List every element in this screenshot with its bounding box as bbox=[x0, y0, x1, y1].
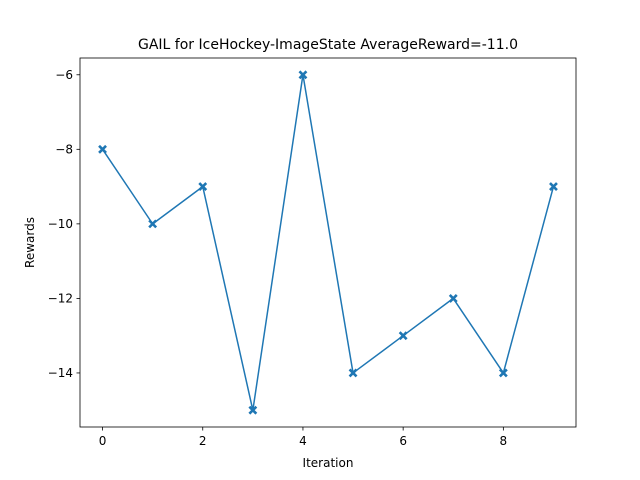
data-point bbox=[248, 405, 258, 415]
y-tick-label: −14 bbox=[48, 366, 73, 380]
data-point bbox=[498, 368, 508, 378]
x-tick-label: 4 bbox=[299, 434, 307, 448]
series-layer bbox=[98, 70, 558, 415]
axis-ticks: 0 2 4 6 8 −14 −12 −10 −8 −6 bbox=[48, 68, 508, 448]
data-point bbox=[98, 144, 107, 154]
data-point bbox=[348, 368, 358, 378]
series-line bbox=[101, 74, 555, 411]
x-tick-label: 0 bbox=[99, 434, 107, 448]
x-axis-label: Iteration bbox=[303, 456, 354, 470]
plot-area bbox=[80, 58, 576, 427]
y-tick-label: −12 bbox=[48, 291, 73, 305]
y-tick-label: −6 bbox=[55, 68, 73, 82]
data-point bbox=[198, 182, 208, 192]
data-point bbox=[448, 293, 458, 303]
chart-title: GAIL for IceHockey-ImageState AverageRew… bbox=[138, 37, 518, 53]
data-point bbox=[549, 182, 558, 192]
data-point bbox=[398, 331, 408, 341]
y-axis-label: Rewards bbox=[23, 217, 37, 268]
x-tick-label: 8 bbox=[500, 434, 508, 448]
data-point bbox=[298, 70, 308, 80]
y-tick-label: −10 bbox=[48, 217, 73, 231]
x-tick-label: 2 bbox=[199, 434, 207, 448]
y-tick-label: −8 bbox=[55, 142, 73, 156]
plot-frame bbox=[79, 57, 577, 428]
data-point bbox=[148, 219, 158, 229]
x-tick-label: 6 bbox=[399, 434, 407, 448]
